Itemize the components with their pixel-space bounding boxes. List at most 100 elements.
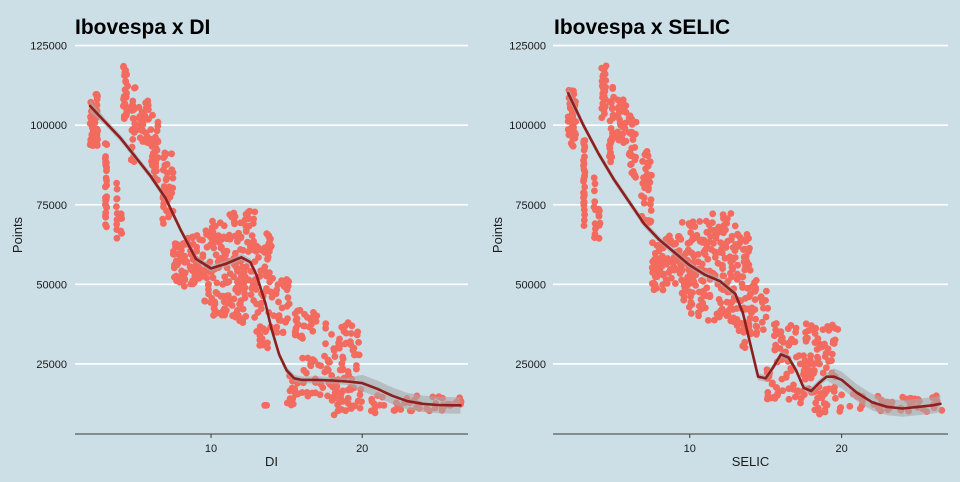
scatter-point: [647, 207, 655, 214]
scatter-point: [809, 368, 817, 376]
scatter-point: [771, 332, 778, 340]
scatter-point: [763, 287, 770, 295]
y-tick-label: 25000: [515, 359, 546, 371]
scatter-point: [831, 336, 839, 344]
scatter-point: [772, 341, 779, 349]
scatter-point: [680, 293, 688, 301]
scatter-point: [733, 322, 741, 329]
scatter-point: [275, 298, 282, 306]
scatter-point: [152, 161, 160, 168]
scatter-point: [696, 218, 704, 225]
scatter-point: [607, 158, 614, 166]
scatter-point: [619, 96, 627, 104]
scatter-point: [161, 161, 169, 169]
scatter-point: [821, 353, 829, 360]
scatter-point: [821, 406, 829, 414]
scatter-point: [709, 219, 716, 227]
scatter-point: [687, 270, 695, 278]
scatter-point: [274, 281, 282, 288]
scatter-point: [220, 233, 228, 241]
scatter-point: [342, 322, 349, 330]
scatter-point: [169, 174, 177, 182]
scatter-point: [828, 357, 835, 364]
scatter-point: [284, 315, 291, 323]
scatter-point: [339, 365, 347, 373]
scatter-point: [683, 278, 690, 286]
scatter-point: [234, 238, 241, 245]
scatter-point: [770, 321, 778, 328]
x-tick-label: 10: [684, 443, 696, 455]
scatter-point: [102, 213, 110, 221]
scatter-point: [215, 256, 223, 264]
confidence-band: [90, 99, 461, 414]
scatter-point: [728, 232, 736, 240]
scatter-point: [103, 141, 111, 149]
scatter-point: [802, 320, 810, 328]
scatter-point: [144, 101, 152, 109]
scatter-point: [273, 329, 281, 336]
scatter-point: [678, 264, 685, 272]
scatter-point: [580, 199, 588, 207]
scatter-point: [113, 234, 121, 242]
scatter-point: [832, 394, 839, 402]
scatter-point: [228, 302, 236, 309]
scatter-point: [152, 133, 159, 141]
scatter-point: [257, 305, 265, 313]
scatter-point: [682, 249, 690, 257]
scatter-point: [678, 219, 686, 226]
scatter-point: [122, 93, 130, 101]
scatter-point: [317, 362, 325, 370]
scatter-point: [580, 178, 587, 185]
scatter-point: [89, 121, 96, 129]
scatter-point: [149, 111, 156, 119]
scatter-point: [825, 326, 833, 334]
scatter-point: [701, 251, 709, 258]
scatter-point: [738, 280, 746, 288]
scatter-point: [299, 354, 306, 362]
scatter-point: [695, 288, 703, 296]
scatter-point: [225, 278, 233, 286]
scatter-point: [130, 129, 138, 136]
scatter-point: [229, 312, 237, 320]
scatter-point: [899, 393, 907, 401]
scatter-point: [568, 141, 576, 149]
scatter-point: [751, 296, 759, 303]
scatter-point: [255, 254, 262, 261]
scatter-point: [251, 314, 258, 321]
scatter-point: [759, 326, 767, 333]
scatter-point: [748, 309, 755, 317]
scatter-point: [720, 272, 728, 280]
scatter-point: [370, 400, 378, 407]
y-tick-label: 100000: [509, 120, 546, 132]
scatter-point: [580, 216, 588, 224]
scatter-point: [753, 323, 761, 331]
scatter-point: [262, 327, 270, 334]
scatter-point: [303, 369, 310, 377]
scatter-point: [728, 298, 736, 306]
scatter-point: [757, 294, 765, 302]
scatter-point: [752, 315, 759, 323]
scatter-point: [811, 330, 819, 337]
scatter-point: [719, 308, 727, 315]
scatter-point: [355, 351, 363, 359]
scatter-point: [139, 138, 147, 145]
scatter-point: [168, 150, 176, 158]
scatter-point: [733, 243, 741, 251]
scatter-point: [288, 384, 296, 392]
scatter-point: [797, 399, 804, 407]
scatter-point: [698, 277, 705, 284]
scatter-point: [814, 353, 821, 361]
y-tick-label: 75000: [36, 200, 67, 212]
scatter-point: [595, 234, 603, 242]
scatter-point: [626, 118, 634, 126]
scatter-point: [698, 260, 706, 268]
scatter-point: [782, 373, 790, 381]
scatter-point: [616, 119, 624, 127]
scatter-point: [130, 115, 138, 122]
scatter-point: [250, 215, 257, 223]
scatter-point: [794, 388, 801, 396]
chart-title: Ibovespa x SELIC: [554, 16, 730, 39]
scatter-point: [244, 208, 252, 216]
scatter-point: [609, 83, 617, 91]
scatter-point: [565, 131, 573, 139]
